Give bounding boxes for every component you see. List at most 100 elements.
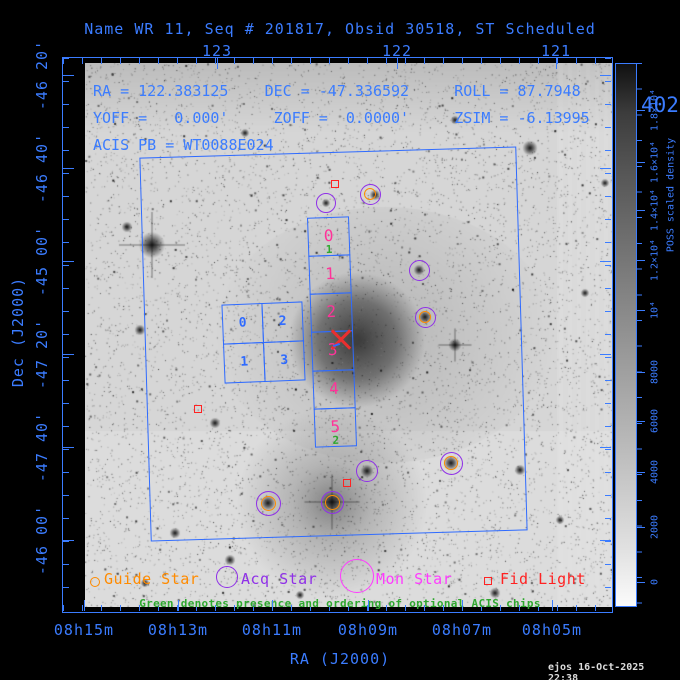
tick-mark: [637, 260, 645, 261]
tick-mark: [637, 210, 645, 211]
colorbar-tick-label: 6000: [649, 408, 661, 434]
tick-mark: [637, 110, 645, 111]
colorbar-tick-label: 0: [649, 578, 661, 586]
acq-star-circle: [408, 259, 430, 281]
colorbar-tick-label: 1.6×10⁴: [649, 140, 661, 184]
colorbar-tick-label: 8000: [649, 359, 661, 385]
optional-chips-note: Green denotes presence and ordering of o…: [139, 597, 541, 610]
acis-s-chip-0: 0 1: [306, 216, 351, 257]
right-axis-minor-ticks: [605, 58, 611, 610]
y-axis-title: Dec (J2000): [9, 276, 27, 388]
tick-mark: [63, 540, 74, 541]
acq-star-circle: [356, 460, 378, 482]
colorbar: [615, 63, 637, 607]
acq-star-circle: [320, 490, 344, 514]
tick-mark: [637, 527, 645, 528]
tick-mark: [600, 354, 611, 355]
acis-i-array: 0 2 1 3: [221, 301, 306, 384]
acis-i-chip-2: 2: [261, 301, 304, 344]
acis-i-chip-number: 0: [238, 315, 247, 331]
acis-i-chip-number: 2: [278, 313, 287, 330]
left-axis-minor-ticks: [63, 58, 69, 610]
tick-mark: [178, 600, 179, 611]
acis-i-chip-3: 3: [262, 340, 306, 382]
tick-mark: [637, 472, 645, 473]
legend-guide-star-label: Guide Star: [104, 570, 200, 588]
colorbar-tick-label: 1.4×10⁴: [649, 188, 661, 232]
colorbar-tick-label: 1.2×10⁴: [649, 238, 661, 282]
tick-mark: [637, 582, 645, 583]
left-axis-tick-label: -46 40': [33, 132, 51, 204]
tick-mark: [272, 600, 273, 611]
starfield-image: [85, 63, 612, 607]
colorbar-tick-label: 2000: [649, 514, 661, 540]
acis-s-chip-1: 1: [308, 254, 352, 295]
acq-star-legend-icon: [216, 566, 238, 588]
tick-mark: [552, 600, 553, 611]
guide-star-circle: [260, 495, 276, 511]
left-axis-tick-label: -47 20': [33, 318, 51, 390]
acq-star-circle: [414, 306, 436, 328]
colorbar-tick-label: 4000: [649, 459, 661, 485]
tick-mark: [600, 75, 611, 76]
tick-mark: [397, 58, 398, 69]
top-axis-tick-label: 123: [201, 42, 233, 60]
left-axis-tick-label: -46 00': [33, 504, 51, 576]
top-axis-tick-label: 121: [540, 42, 572, 60]
tick-mark: [600, 540, 611, 541]
acis-s-chip-number: 4: [328, 378, 340, 399]
acis-i-chip-number: 3: [280, 352, 289, 369]
tick-mark: [600, 261, 611, 262]
tick-mark: [637, 372, 645, 373]
bottom-axis-tick-label: 08h09m: [337, 621, 399, 639]
acis-s-chip-number: 2: [326, 301, 337, 322]
acis-s-chip-5: 5 2: [313, 407, 358, 448]
legend-mon-star-label: Mon Star: [376, 570, 453, 588]
colorbar-title: POSS scaled density: [665, 137, 677, 253]
plot-title: Name WR 11, Seq # 201817, Obsid 30518, S…: [84, 20, 596, 38]
acq-star-circle: [359, 183, 381, 205]
left-axis-tick-label: -46 20': [33, 39, 51, 111]
fid-light-legend-icon: [484, 577, 492, 585]
plot-frame: [62, 57, 613, 613]
pointing-info-line3: ACIS PB = WT0088E024: [93, 136, 274, 154]
acq-star-circle: [316, 193, 336, 213]
optional-chip-order: 2: [332, 433, 340, 448]
tick-mark: [556, 58, 557, 69]
acis-i-chip-1: 1: [223, 341, 266, 384]
tick-mark: [462, 600, 463, 611]
tick-mark: [63, 354, 74, 355]
guide-star-circle: [444, 456, 458, 470]
guide-star-circle: [324, 494, 340, 510]
bottom-axis-tick-label: 08h11m: [241, 621, 303, 639]
top-axis-tick-label: 122: [381, 42, 413, 60]
tick-mark: [63, 75, 74, 76]
acq-star-circle: [255, 490, 281, 516]
bottom-axis-tick-label: 08h15m: [53, 621, 115, 639]
tick-mark: [600, 447, 611, 448]
top-axis-minor-ticks: [63, 58, 610, 64]
tick-mark: [84, 600, 85, 611]
left-axis-tick-label: -45 00': [33, 225, 51, 297]
acis-s-chip-3: 3: [310, 330, 355, 372]
legend-acq-star-label: Acq Star: [241, 570, 318, 588]
bottom-axis-tick-label: 08h05m: [521, 621, 583, 639]
acq-star-circle: [439, 451, 463, 475]
tick-mark: [63, 168, 74, 169]
acis-i-chip-number: 1: [240, 354, 249, 370]
bottom-axis-tick-label: 08h13m: [147, 621, 209, 639]
pointing-info-line1: RA = 122.383125 DEC = -47.336592 ROLL = …: [93, 82, 581, 100]
acis-s-chip-4: 4: [312, 369, 356, 410]
mon-star-legend-icon: [340, 559, 374, 593]
tick-mark: [63, 447, 74, 448]
tick-mark: [368, 600, 369, 611]
bottom-axis-tick-label: 08h07m: [431, 621, 493, 639]
tick-mark: [63, 261, 74, 262]
acis-s-chip-number: 1: [324, 263, 336, 284]
clipped-text-fragment: 402: [641, 93, 679, 117]
bottom-axis-minor-ticks: [63, 605, 610, 611]
timestamp: ejos 16-Oct-2025 22:38: [548, 662, 645, 680]
tick-mark: [600, 168, 611, 169]
acis-i-chip-0: 0: [221, 303, 265, 345]
